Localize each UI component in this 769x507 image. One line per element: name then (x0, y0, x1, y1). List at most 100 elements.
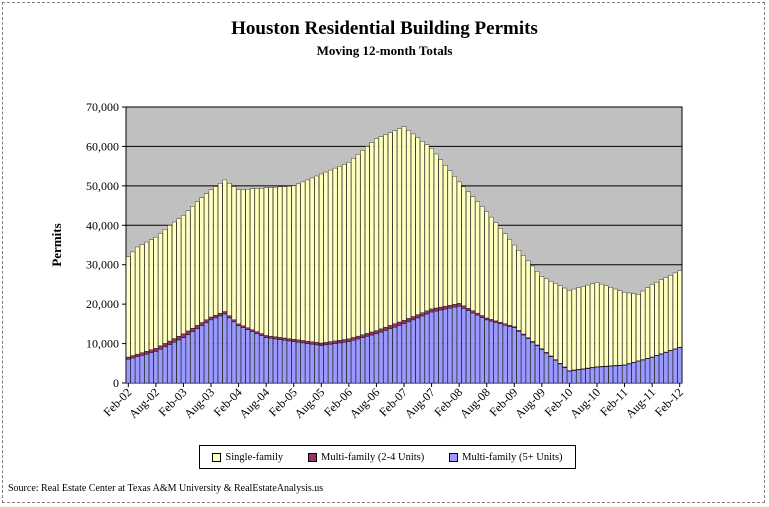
y-tick-label: 0 (113, 376, 119, 390)
bar-multi-family-5plus (672, 348, 678, 384)
bar-multi-family-5plus (369, 334, 375, 384)
bar-multi-family-2-4 (227, 315, 232, 319)
bar-single-family (617, 290, 623, 366)
bar-multi-family-2-4 (245, 327, 251, 330)
bar-multi-family-2-4 (498, 322, 503, 325)
bar-single-family (342, 163, 347, 340)
bar-multi-family-5plus (360, 337, 365, 384)
bar-multi-family-2-4 (479, 315, 485, 318)
x-tick-label: Aug-04 (236, 385, 272, 421)
bar-multi-family-5plus (176, 339, 182, 384)
bar-single-family (493, 222, 499, 322)
bar-multi-family-2-4 (172, 338, 177, 343)
bar-single-family (213, 186, 218, 316)
bar-multi-family-2-4 (149, 349, 154, 353)
bar-multi-family-5plus (659, 353, 664, 384)
bar-single-family (507, 239, 512, 326)
bar-multi-family-2-4 (332, 340, 338, 344)
bar-single-family (360, 150, 365, 335)
bar-multi-family-2-4 (470, 310, 476, 314)
bar-single-family (530, 265, 535, 342)
bar-single-family (364, 146, 370, 334)
bar-single-family (594, 282, 600, 367)
bar-multi-family-5plus (323, 344, 329, 384)
bar-multi-family-5plus (286, 340, 292, 384)
bar-single-family (305, 179, 310, 342)
legend-label-single-family: Single-family (225, 451, 284, 463)
bar-multi-family-2-4 (162, 343, 168, 348)
bar-multi-family-5plus (576, 369, 581, 384)
bar-multi-family-5plus (190, 331, 195, 384)
bar-multi-family-5plus (305, 343, 310, 384)
bar-multi-family-5plus (254, 333, 260, 384)
bar-multi-family-5plus (424, 313, 430, 384)
bar-multi-family-5plus (250, 331, 255, 384)
x-tick-label: Aug-05 (292, 385, 328, 421)
bar-single-family (323, 171, 329, 343)
bar-single-family (296, 183, 301, 341)
bar-single-family (245, 188, 251, 328)
bar-multi-family-5plus (461, 308, 466, 384)
bar-single-family (626, 292, 632, 364)
bar-single-family (135, 246, 140, 355)
bar-single-family (567, 290, 572, 371)
bar-single-family (479, 206, 485, 316)
bar-single-family (208, 189, 214, 318)
bar-multi-family-2-4 (296, 339, 301, 343)
bar-multi-family-2-4 (190, 327, 195, 332)
bar-single-family (227, 183, 232, 316)
bar-single-family (144, 241, 149, 352)
bar-single-family (677, 270, 682, 348)
bar-multi-family-5plus (626, 363, 632, 384)
chart-legend: Single-family Multi-family (2-4 Units) M… (199, 445, 576, 469)
bar-multi-family-5plus (217, 315, 223, 384)
bar-single-family (309, 177, 315, 342)
legend-label-multi-family-5plus: Multi-family (5+ Units) (462, 451, 563, 463)
bar-single-family (603, 285, 609, 367)
legend-item-multi-family-5plus: Multi-family (5+ Units) (449, 451, 563, 463)
bar-multi-family-5plus (640, 359, 646, 384)
x-tick-label: Aug-08 (457, 385, 493, 421)
bar-multi-family-5plus (126, 359, 131, 384)
bar-single-family (613, 288, 618, 366)
bar-single-family (337, 165, 342, 341)
bar-multi-family-2-4 (135, 353, 140, 357)
bar-single-family (443, 164, 448, 307)
bar-single-family (176, 218, 182, 337)
bar-multi-family-5plus (557, 363, 563, 384)
bar-single-family (654, 281, 659, 356)
bar-single-family (470, 196, 476, 311)
bar-single-family (185, 210, 191, 332)
bar-multi-family-5plus (645, 358, 650, 384)
bar-multi-family-2-4 (213, 314, 218, 319)
chart-title: Houston Residential Building Permits (231, 18, 538, 39)
bar-multi-family-2-4 (259, 333, 264, 336)
bar-multi-family-2-4 (424, 310, 430, 315)
bar-single-family (217, 183, 223, 314)
bar-single-family (139, 244, 145, 353)
bar-single-family (433, 153, 439, 309)
bar-multi-family-2-4 (342, 339, 347, 343)
bar-multi-family-2-4 (217, 313, 223, 317)
bar-multi-family-5plus (332, 343, 338, 384)
legend-item-multi-family-2-4: Multi-family (2-4 Units) (308, 452, 424, 463)
bar-multi-family-5plus (654, 355, 659, 384)
bar-single-family (672, 272, 678, 349)
bar-single-family (608, 287, 614, 366)
bar-multi-family-5plus (429, 311, 434, 384)
bar-multi-family-5plus (649, 357, 655, 384)
bar-multi-family-2-4 (502, 323, 508, 326)
bar-single-family (190, 206, 195, 329)
y-tick-label: 50,000 (86, 179, 119, 193)
bar-multi-family-5plus (259, 335, 264, 384)
bar-multi-family-5plus (590, 367, 595, 384)
bar-single-family (300, 181, 306, 341)
bar-multi-family-5plus (282, 340, 287, 384)
bar-multi-family-5plus (636, 361, 641, 384)
bar-multi-family-5plus (167, 344, 172, 384)
bar-multi-family-5plus (319, 345, 324, 384)
bar-multi-family-5plus (613, 365, 618, 384)
bar-single-family (512, 244, 517, 327)
bar-multi-family-2-4 (254, 331, 260, 334)
bar-multi-family-5plus (222, 313, 228, 384)
